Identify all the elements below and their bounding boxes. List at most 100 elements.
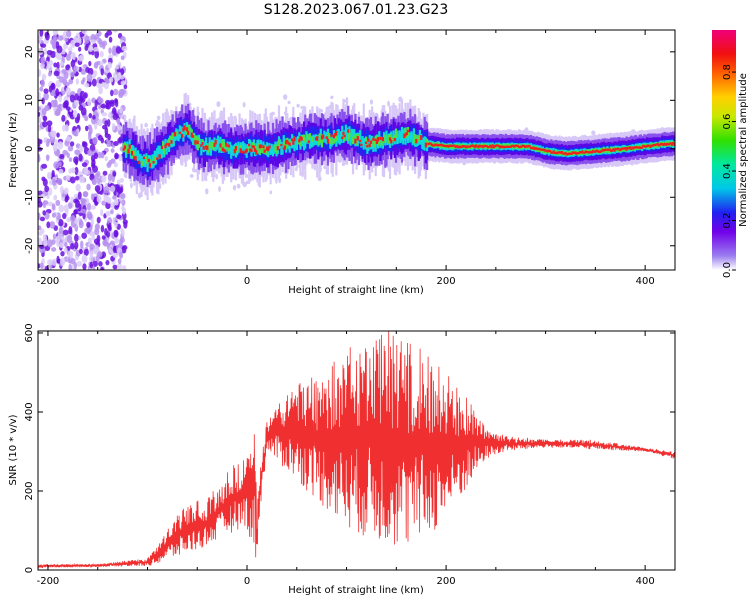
noise-blob [116,179,121,185]
noise-blob [118,136,124,143]
ridge-cell [558,151,561,154]
ridge-cell [548,149,552,153]
noise-blob [70,39,76,48]
ridge-cell [197,137,201,144]
noise-blob [58,204,64,213]
noise-blob [101,174,107,183]
noise-blob [75,175,80,181]
ridge-cell [655,143,658,146]
ridge-cell [630,147,633,150]
ridge-cell [430,143,433,146]
ridge-cell [367,143,370,152]
noise-blob [117,258,122,265]
ridge-cell [173,133,177,142]
ridge-cell [415,138,418,144]
ridge-cell [226,141,229,150]
ridge-cell [517,145,521,148]
noise-blob [113,161,118,168]
noise-blob [74,233,79,242]
speckle [287,100,291,105]
snr-x-axis-label: Height of straight line (km) [288,585,424,596]
ridge-cell [640,144,644,149]
noise-blob [108,47,112,54]
ridge-cell [424,142,427,148]
ridge-cell [607,148,610,151]
noise-blob [117,71,122,78]
ridge-cell [130,150,134,156]
noise-blob [93,152,99,160]
noise-blob [44,185,50,193]
noise-blob [107,133,111,141]
noise-blob [84,115,89,122]
ridge-cell [526,145,529,148]
ridge-cell [283,145,287,150]
noise-blob [67,145,74,152]
noise-blob [88,60,92,67]
ridge-cell [427,142,430,146]
ridge-cell [249,148,252,152]
colorbar-tick-label: 0.4 [722,163,733,179]
ridge-cell [634,146,638,149]
noise-blob [52,179,57,186]
ridge-cell [187,130,190,136]
ridge-cell [259,144,263,148]
ridge-cell [184,125,187,134]
ridge-cell [350,128,353,143]
ridge-cell [381,137,384,142]
ridge-cell [231,146,234,155]
ridge-cell [433,144,436,147]
ridge-cell [219,143,222,148]
ridge-cell [587,151,590,154]
ridge-cell [569,152,572,155]
noise-blob [74,241,79,250]
ridge-cell [264,150,267,155]
ridge-cell [436,144,439,147]
ridge-cell [564,151,567,155]
ridge-cell [244,144,247,155]
ridge-cell [594,150,597,153]
ridge-cell [423,136,426,151]
noise-blob [108,36,113,43]
ridge-cell [328,132,331,139]
noise-blob [63,81,70,87]
ridge-cell [178,131,181,135]
ridge-cell [559,151,562,154]
ridge-cell [136,150,140,162]
ridge-cell [293,136,296,142]
speckle [144,190,147,196]
noise-blob [114,204,119,210]
noise-blob [120,88,126,95]
noise-blob [76,260,83,267]
noise-blob [88,132,92,141]
ridge-cell [414,134,417,142]
ridge-cell [317,140,320,145]
noise-blob [65,174,71,181]
noise-blob [94,223,101,230]
noise-blob [97,178,101,185]
ridge-cell [267,147,270,152]
noise-blob [121,245,127,254]
noise-blob [113,140,119,146]
ridge-cell [568,152,571,155]
ridge-cell [194,135,197,144]
ridge-cell [377,137,380,142]
ridge-cell [274,144,277,152]
ridge-cell [441,144,444,147]
noise-blob [55,88,60,97]
ridge-cell [642,144,645,148]
ridge-cell [492,146,496,149]
noise-blob [122,264,127,270]
ridge-cell [354,138,357,144]
noise-blob [68,46,73,53]
ridge-cell [404,133,407,137]
ridge-cell [386,135,389,146]
ridge-cell [477,146,480,149]
ridge-cell [291,138,294,141]
noise-blob [64,241,68,248]
ridge-cell [359,130,362,144]
x-tick-label: 400 [636,576,655,587]
ridge-cell [467,145,470,148]
noise-blob [80,197,85,204]
ridge-cell [165,144,168,155]
ridge-cell [127,148,130,154]
